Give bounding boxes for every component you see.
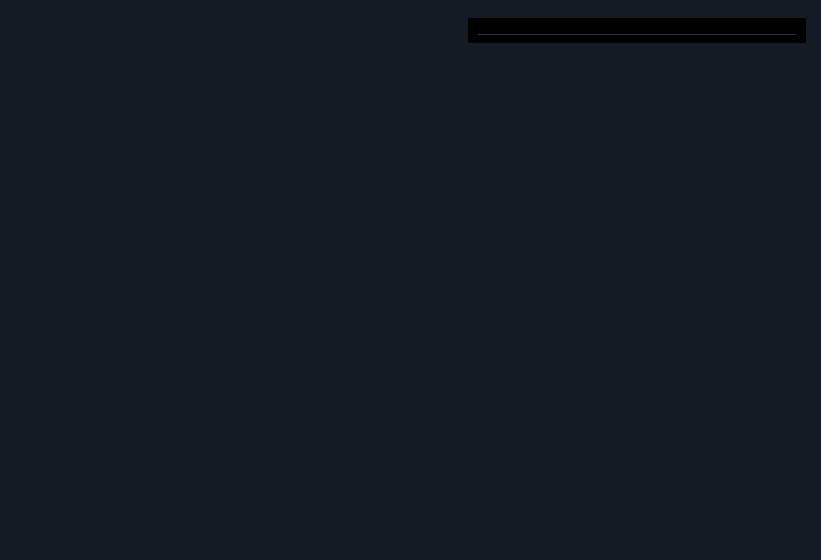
plot-area[interactable] [46,180,805,480]
panel-date [478,24,796,35]
info-panel [468,18,806,43]
financials-chart [16,160,805,500]
